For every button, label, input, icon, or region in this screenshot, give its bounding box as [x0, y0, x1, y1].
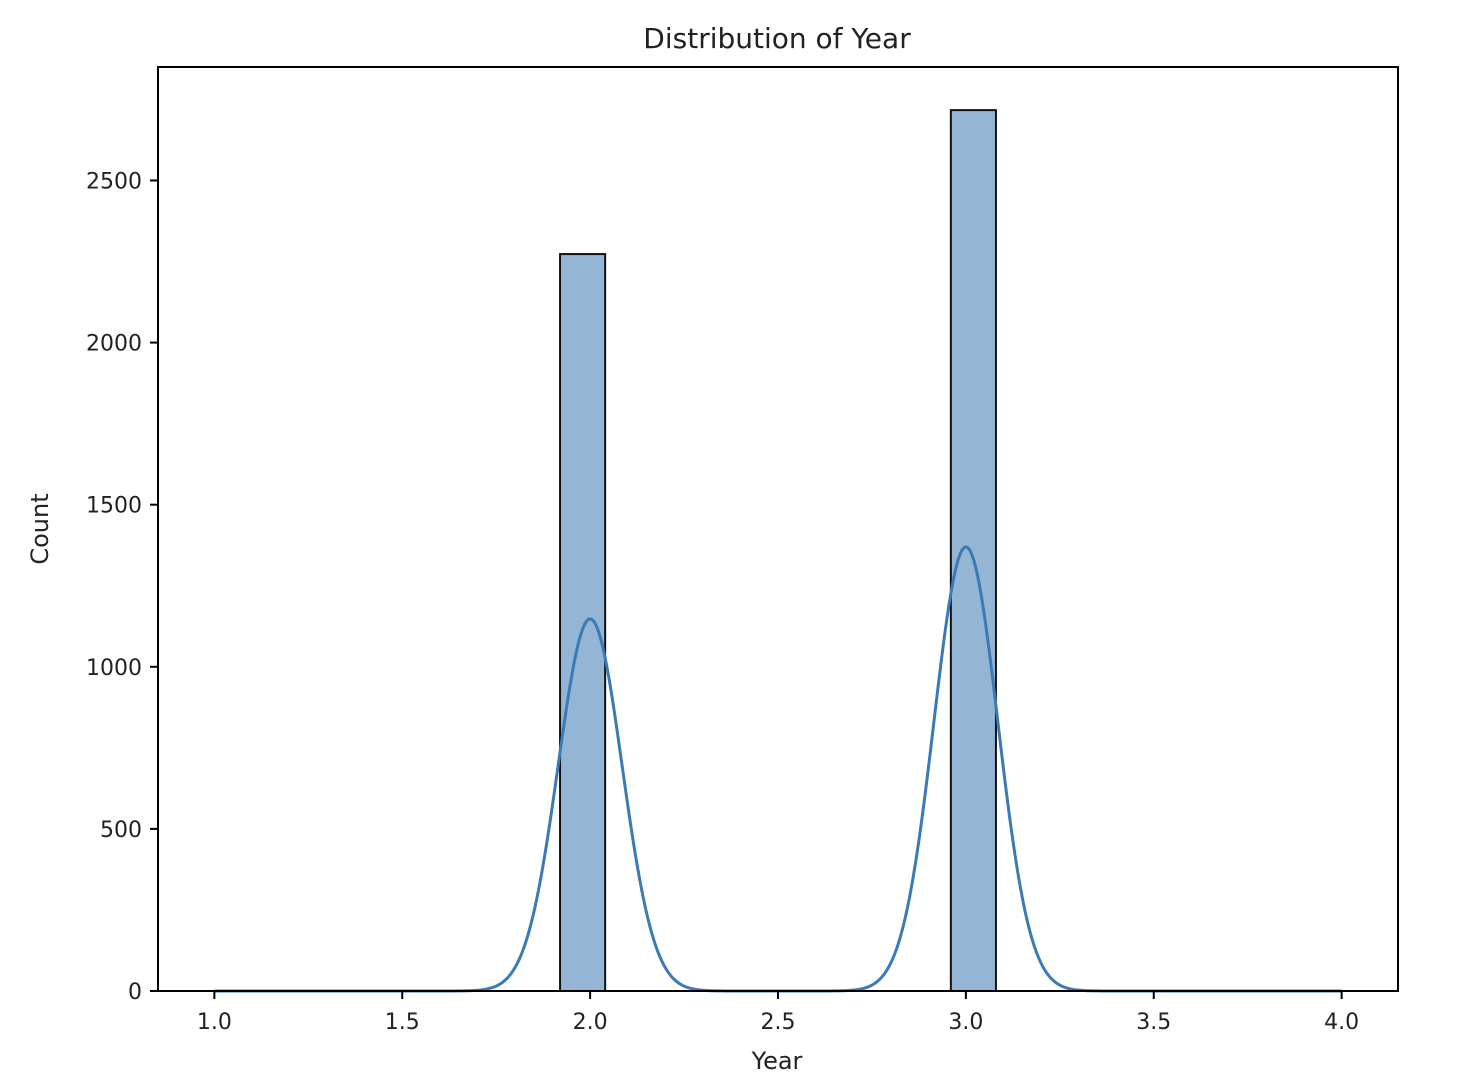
y-tick-label: 1000 — [86, 656, 142, 681]
x-tick-label: 2.5 — [761, 1010, 796, 1035]
x-tick-label: 1.0 — [197, 1010, 232, 1035]
x-axis-label: Year — [751, 1047, 803, 1075]
histogram-bar — [559, 253, 607, 993]
plot-frame — [157, 66, 1399, 992]
y-tick-label: 1500 — [86, 494, 142, 519]
chart-title: Distribution of Year — [643, 22, 911, 55]
y-tick-label: 0 — [128, 980, 142, 1005]
x-tick-label: 3.5 — [1136, 1010, 1171, 1035]
y-axis-label: Count — [26, 493, 54, 564]
x-tick-label: 3.0 — [948, 1010, 983, 1035]
x-axis: 1.0 1.5 2.0 2.5 3.0 3.5 4.0 — [197, 991, 1359, 1035]
x-tick-label: 4.0 — [1324, 1010, 1359, 1035]
y-tick-label: 2500 — [86, 169, 142, 194]
y-tick-label: 2000 — [86, 332, 142, 357]
x-tick-label: 2.0 — [573, 1010, 608, 1035]
x-tick-label: 1.5 — [385, 1010, 420, 1035]
kde-line — [214, 545, 1342, 993]
y-tick-label: 500 — [100, 818, 142, 843]
bars-layer — [559, 109, 997, 993]
y-axis: 0 500 1000 1500 2000 2500 — [86, 169, 158, 1005]
histogram-bar — [949, 109, 997, 993]
